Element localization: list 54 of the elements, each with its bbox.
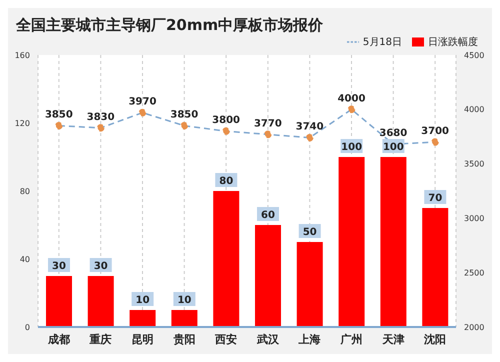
data-label: 3740 bbox=[296, 122, 324, 133]
bar bbox=[255, 225, 281, 327]
x-tick-label: 上海 bbox=[298, 332, 321, 346]
y-tick-label: 40 bbox=[20, 254, 30, 264]
y2-tick-label: 2500 bbox=[464, 268, 484, 278]
bar bbox=[296, 242, 323, 327]
bar bbox=[46, 276, 72, 327]
y2-tick-label: 3000 bbox=[464, 214, 484, 224]
legend-label: 日涨跌幅度 bbox=[428, 37, 478, 48]
data-label: 3680 bbox=[379, 128, 408, 140]
y-tick-label: 0 bbox=[24, 322, 30, 332]
data-label: 10 bbox=[177, 295, 192, 306]
bar bbox=[171, 310, 198, 327]
data-label: 80 bbox=[219, 176, 234, 187]
bar bbox=[380, 157, 406, 327]
y2-tick-label: 3500 bbox=[464, 160, 484, 169]
data-label: 70 bbox=[428, 193, 442, 204]
y2-tick-label: 4500 bbox=[464, 50, 484, 60]
data-label: 60 bbox=[261, 210, 275, 221]
data-label: 3800 bbox=[212, 115, 240, 126]
data-label: 3830 bbox=[86, 112, 115, 123]
data-label: 30 bbox=[94, 261, 108, 272]
data-label: 10 bbox=[136, 295, 150, 306]
bar bbox=[130, 310, 156, 327]
bar bbox=[88, 276, 114, 327]
data-label: 3850 bbox=[170, 110, 198, 121]
data-label: 3770 bbox=[254, 118, 282, 130]
x-tick-label: 成都 bbox=[46, 332, 70, 346]
data-label: 50 bbox=[302, 227, 317, 238]
x-tick-label: 沈阳 bbox=[423, 332, 446, 346]
x-tick-label: 昆明 bbox=[132, 332, 154, 346]
data-label: 30 bbox=[52, 261, 66, 272]
y-tick-label: 120 bbox=[14, 118, 30, 128]
y-tick-label: 80 bbox=[20, 186, 30, 196]
bar bbox=[422, 208, 448, 327]
legend-label: 5月18日 bbox=[362, 37, 402, 48]
data-label: 100 bbox=[382, 142, 404, 153]
x-tick-label: 重庆 bbox=[88, 332, 112, 346]
y2-tick-label: 2000 bbox=[464, 322, 484, 332]
bar bbox=[338, 157, 365, 327]
bar bbox=[213, 191, 240, 327]
y-tick-label: 160 bbox=[14, 50, 30, 60]
x-tick-label: 广州 bbox=[340, 332, 362, 346]
x-tick-label: 贵阳 bbox=[172, 332, 196, 346]
chart-title: 全国主要城市主导钢厂20mm中厚板市场报价 bbox=[14, 15, 324, 35]
y2-tick-label: 4000 bbox=[464, 105, 484, 114]
x-tick-label: 天津 bbox=[381, 332, 404, 346]
data-label: 4000 bbox=[338, 93, 366, 104]
data-label: 3970 bbox=[128, 96, 156, 108]
x-tick-label: 武汉 bbox=[256, 332, 280, 346]
data-label: 3850 bbox=[44, 110, 73, 121]
data-label: 3700 bbox=[421, 126, 450, 138]
data-label: 100 bbox=[341, 142, 362, 153]
x-tick-label: 西安 bbox=[214, 332, 238, 346]
